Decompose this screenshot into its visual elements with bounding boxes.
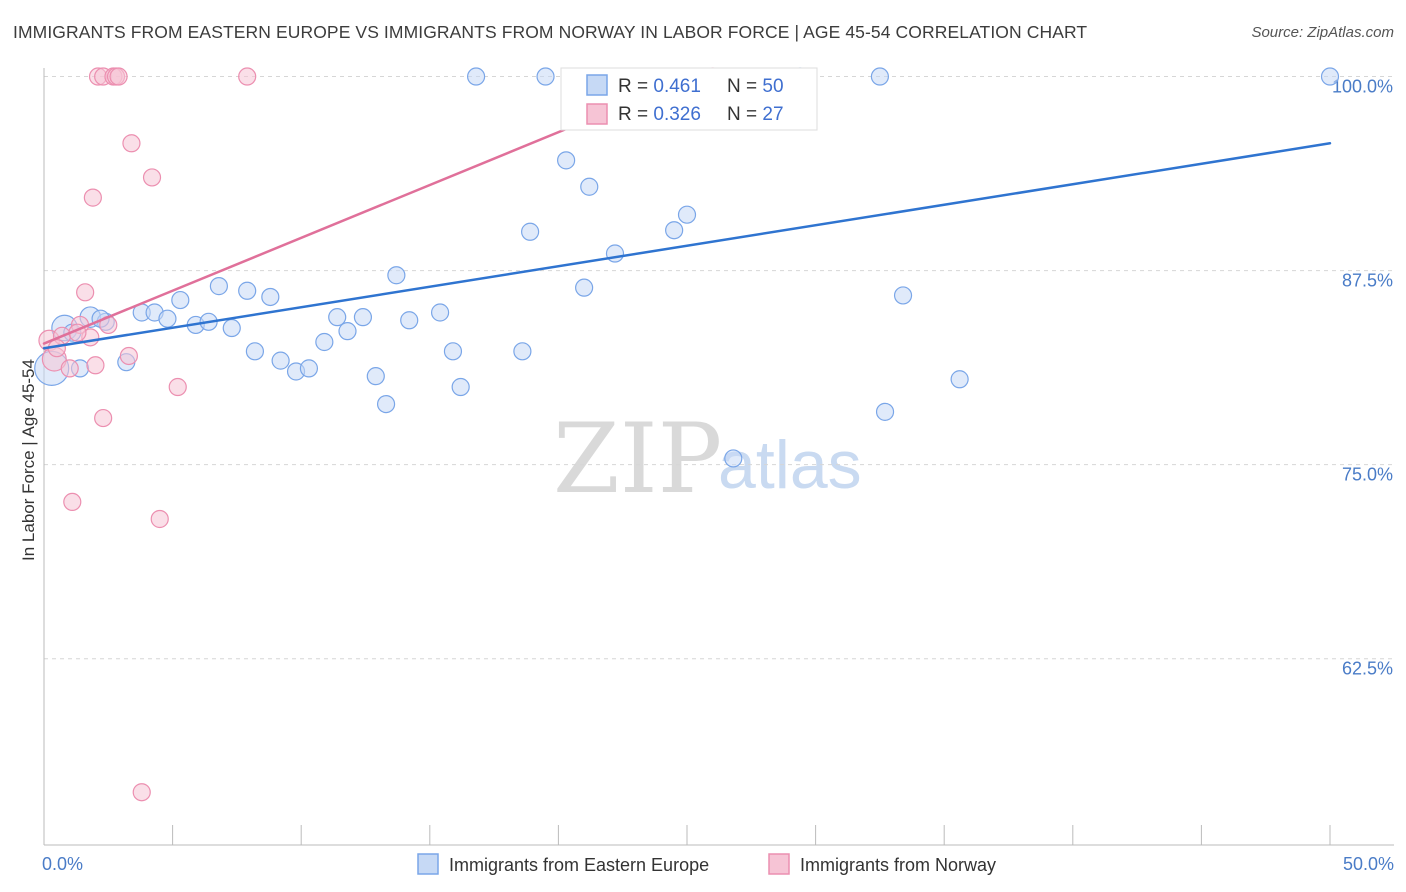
- series-1-point-22: [168, 377, 187, 397]
- series-1-point-17: [119, 346, 138, 366]
- watermark-zip: ZIP: [553, 403, 722, 515]
- series-1-point-19: [132, 783, 151, 802]
- series-0-point-15: [238, 281, 257, 300]
- y-axis-title: In Labor Force | Age 45-54: [19, 359, 38, 561]
- svg-text:R = 0.326: R = 0.326: [618, 104, 701, 125]
- series-legend-swatch-norway: [768, 853, 790, 875]
- legend-n-label-2: N =: [727, 104, 762, 125]
- x-tick-label-0: 0.0%: [42, 854, 83, 874]
- svg-text:R = 0.461: R = 0.461: [618, 76, 701, 97]
- series-0-point-44: [875, 402, 895, 421]
- series-0-point-43: [870, 67, 890, 86]
- series-0-point-17: [271, 351, 290, 370]
- series-0-point-9: [171, 290, 190, 310]
- data-points: [34, 67, 1340, 802]
- legend-r-value-1: 0.461: [653, 76, 701, 97]
- series-0-point-25: [376, 394, 396, 414]
- series-1-point-6: [76, 283, 95, 302]
- y-tick-label-3: 62.5%: [1342, 659, 1393, 679]
- series-0-point-22: [338, 322, 357, 341]
- series-0-point-19: [299, 359, 319, 378]
- series-0-point-16: [261, 287, 280, 307]
- series-0-point-14: [245, 342, 265, 361]
- legend-n-value-1: 50: [762, 76, 783, 97]
- svg-text:N = 27: N = 27: [727, 104, 784, 125]
- series-legend-label-norway: Immigrants from Norway: [800, 855, 996, 875]
- series-0-point-12: [209, 277, 228, 296]
- axes: 100.0% 87.5% 75.0% 62.5% 0.0% 50.0%: [42, 68, 1394, 874]
- series-0-point-46: [950, 370, 969, 389]
- series-1-point-3: [60, 359, 79, 378]
- legend-r-value-2: 0.326: [653, 104, 701, 125]
- series-0-point-26: [387, 266, 406, 285]
- legend-swatch-norway: [586, 103, 608, 125]
- series-1-point-8: [83, 188, 102, 207]
- series-legend-swatch-eastern-europe: [417, 853, 439, 875]
- series-0-point-30: [451, 377, 470, 397]
- series-0-point-33: [521, 222, 540, 241]
- series-0-point-28: [430, 303, 450, 322]
- series-1-point-12: [94, 408, 113, 428]
- legend-n-value-2: 27: [762, 104, 783, 125]
- series-0-point-45: [893, 286, 913, 305]
- series-0-point-27: [400, 311, 419, 330]
- series-0-point-13: [222, 318, 241, 338]
- series-0-point-39: [665, 221, 684, 240]
- y-tick-label-2: 75.0%: [1342, 465, 1393, 485]
- x-tick-label-1: 50.0%: [1343, 854, 1394, 874]
- stats-legend: R = 0.461 N = 50 R = 0.326 N = 27: [560, 67, 818, 131]
- series-0-point-20: [315, 332, 334, 352]
- series-legend: Immigrants from Eastern Europe Immigrant…: [417, 853, 996, 875]
- chart-title: IMMIGRANTS FROM EASTERN EUROPE VS IMMIGR…: [13, 22, 1088, 42]
- series-0-point-37: [580, 177, 599, 196]
- series-0-point-23: [353, 308, 373, 327]
- series-0-point-8: [158, 309, 177, 328]
- series-1-point-21: [150, 509, 169, 529]
- gridlines: [44, 76, 1394, 660]
- source-credit: Source: ZipAtlas.com: [1251, 24, 1394, 41]
- legend-r-label-1: R =: [618, 76, 653, 97]
- series-1-point-20: [142, 168, 162, 187]
- series-0-point-36: [575, 278, 594, 297]
- series-0-point-41: [724, 449, 743, 468]
- series-0-point-47: [1320, 67, 1340, 86]
- series-0-point-31: [466, 67, 486, 86]
- series-0-point-21: [328, 308, 347, 327]
- y-tick-label-0: 100.0%: [1332, 77, 1393, 97]
- series-0-point-29: [443, 342, 463, 361]
- y-tick-label-1: 87.5%: [1342, 271, 1393, 291]
- series-0-point-24: [366, 367, 385, 386]
- series-1-point-4: [63, 492, 82, 512]
- series-0-point-35: [557, 151, 576, 170]
- legend-n-label-1: N =: [727, 76, 762, 97]
- series-1-point-9: [86, 356, 105, 375]
- series-0-point-40: [677, 205, 697, 224]
- series-1-point-23: [238, 67, 257, 86]
- series-0-point-34: [536, 67, 555, 86]
- svg-text:N = 50: N = 50: [727, 76, 784, 97]
- series-0-point-32: [513, 342, 532, 361]
- series-1-point-18: [122, 134, 141, 153]
- series-0-trend-line: [42, 142, 1332, 350]
- legend-r-label-2: R =: [618, 104, 653, 125]
- series-1-points: [38, 67, 722, 802]
- series-1-point-16: [109, 67, 128, 86]
- series-0-point-38: [605, 244, 625, 263]
- legend-swatch-eastern-europe: [586, 74, 608, 96]
- series-legend-label-eastern-europe: Immigrants from Eastern Europe: [449, 855, 709, 875]
